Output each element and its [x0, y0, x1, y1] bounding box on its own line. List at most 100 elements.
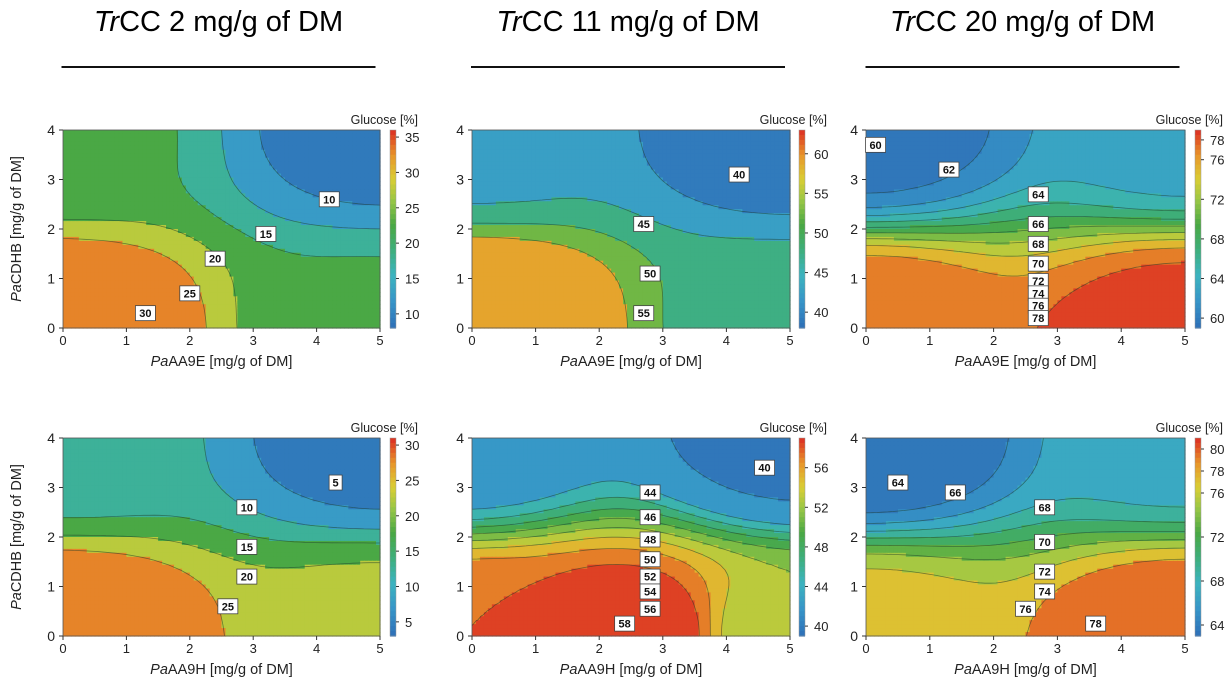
- contour-fill-cell: [114, 221, 120, 226]
- contour-fill-cell: [225, 181, 231, 187]
- contour-fill-cell: [197, 130, 203, 135]
- contour-fill-cell: [130, 284, 135, 289]
- contour-fill-cell: [110, 205, 116, 210]
- contour-fill-cell: [686, 165, 692, 171]
- contour-fill-cell: [106, 296, 112, 301]
- contour-fill-cell: [631, 130, 636, 135]
- contour-fill-cell: [352, 276, 357, 282]
- contour-fill-cell: [332, 240, 338, 246]
- contour-fill-cell: [158, 157, 163, 163]
- contour-fill-cell: [312, 153, 318, 159]
- contour-fill-cell: [296, 225, 302, 230]
- contour-fill-cell: [142, 157, 147, 163]
- contour-fill-cell: [527, 153, 533, 159]
- contour-fill-cell: [201, 189, 207, 194]
- contour-fill-cell: [280, 157, 286, 163]
- contour-fill-cell: [316, 312, 322, 317]
- contour-fill-cell: [782, 133, 787, 139]
- contour-fill-cell: [102, 145, 108, 151]
- contour-fill-cell: [253, 205, 258, 210]
- contour-fill-cell: [308, 157, 314, 163]
- contour-fill-cell: [166, 133, 171, 139]
- contour-fill-cell: [110, 304, 116, 309]
- contour-fill-cell: [730, 145, 735, 151]
- contour-fill-cell: [758, 161, 763, 167]
- contour-fill-cell: [261, 268, 266, 274]
- contour-fill-cell: [292, 141, 298, 147]
- contour-fill-cell: [261, 137, 266, 143]
- contour-fill-cell: [475, 149, 481, 155]
- contour-fill-cell: [762, 130, 767, 135]
- contour-fill-cell: [154, 248, 159, 254]
- contour-fill-cell: [344, 157, 349, 163]
- colorbar-segment: [390, 139, 396, 146]
- column-title-text: CC 20 mg/g of DM: [915, 6, 1155, 38]
- contour-fill-cell: [245, 149, 250, 155]
- contour-fill-cell: [304, 240, 310, 246]
- contour-fill-cell: [280, 145, 286, 151]
- contour-fill-cell: [356, 320, 361, 325]
- contour-fill-cell: [130, 130, 135, 135]
- contour-fill-cell: [169, 236, 175, 242]
- contour-fill-cell: [356, 316, 361, 321]
- contour-fill-cell: [94, 173, 100, 179]
- contour-fill-cell: [722, 153, 727, 159]
- contour-fill-cell: [245, 229, 250, 234]
- colorbar-frame: [389, 129, 397, 329]
- contour-fill-cell: [241, 209, 246, 214]
- contour-fill-cell: [328, 240, 334, 246]
- contour-fill-cell: [591, 130, 596, 135]
- contour-fill-cell: [344, 308, 349, 313]
- contour-fill-cell: [276, 205, 282, 210]
- contour-fill-cell: [205, 236, 211, 242]
- contour-fill-cell: [154, 240, 159, 246]
- contour-fill-cell: [106, 225, 112, 230]
- contour-fill-cell: [265, 197, 270, 202]
- contour-fill-cell: [70, 308, 76, 313]
- contour-fill-cell: [169, 300, 175, 305]
- contour-fill-cell: [201, 193, 207, 198]
- contour-fill-cell: [173, 284, 179, 289]
- contour-fill-cell: [146, 260, 151, 266]
- contour-fill-cell: [276, 288, 282, 293]
- contour-fill-cell: [376, 149, 381, 155]
- contour-fill-cell: [150, 240, 155, 246]
- contour-fill-cell: [249, 221, 254, 226]
- contour-fill-cell: [130, 276, 135, 282]
- contour-fill-cell: [607, 157, 612, 163]
- contour-fill-cell: [563, 137, 568, 143]
- contour-fill-cell: [213, 189, 219, 194]
- contour-fill-cell: [122, 193, 127, 198]
- contour-fill-cell: [523, 137, 529, 143]
- contour-fill-cell: [360, 145, 365, 151]
- contour-fill-cell: [269, 177, 274, 183]
- contour-fill-cell: [66, 276, 72, 282]
- contour-fill-cell: [587, 145, 592, 151]
- contour-fill-cell: [658, 137, 664, 143]
- contour-fill-cell: [280, 272, 286, 278]
- contour-fill-cell: [189, 236, 195, 242]
- contour-fill-cell: [201, 157, 207, 163]
- contour-fill-cell: [134, 248, 139, 254]
- contour-fill-cell: [205, 149, 211, 155]
- contour-fill-cell: [229, 205, 234, 210]
- contour-fill-cell: [245, 276, 250, 282]
- contour-fill-cell: [690, 141, 696, 147]
- contour-fill-cell: [265, 161, 270, 167]
- contour-fill-cell: [118, 248, 124, 254]
- contour-fill-cell: [249, 244, 254, 250]
- contour-fill-cell: [189, 161, 195, 167]
- contour-fill-cell: [134, 288, 139, 293]
- contour-fill-cell: [356, 161, 361, 167]
- contour-fill-cell: [308, 272, 314, 278]
- contour-fill-cell: [320, 161, 326, 167]
- contour-fill-cell: [280, 161, 286, 167]
- contour-fill-cell: [134, 256, 139, 262]
- contour-fill-cell: [312, 280, 318, 286]
- contour-fill-cell: [106, 157, 112, 163]
- contour-fill-cell: [265, 130, 270, 135]
- contour-label: 10: [323, 194, 335, 206]
- contour-fill-cell: [340, 276, 345, 282]
- contour-fill-cell: [142, 165, 147, 171]
- contour-fill-cell: [221, 177, 227, 183]
